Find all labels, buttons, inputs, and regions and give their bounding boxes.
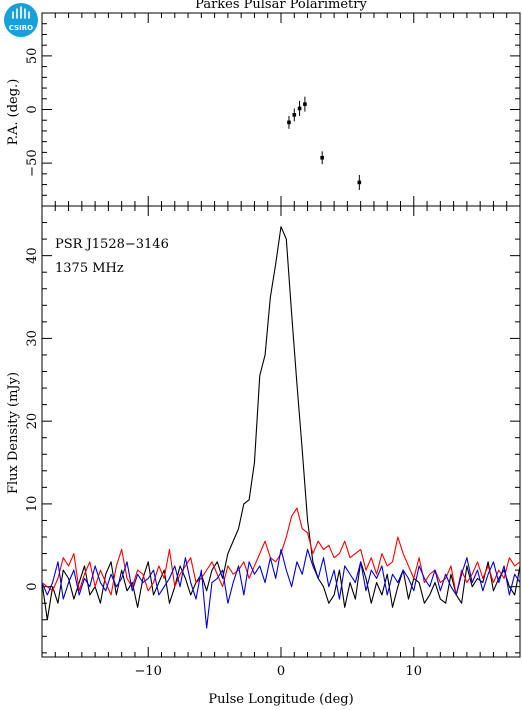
- total-intensity-line: [41, 226, 521, 621]
- y-tick-label: 20: [25, 413, 40, 430]
- csiro-logo: CSIRO: [4, 3, 38, 37]
- circular-polarization-line: [41, 548, 521, 629]
- pa-panel-frame: [41, 12, 521, 207]
- x-tick-label: 0: [277, 664, 285, 679]
- frequency-annotation: 1375 MHz: [55, 261, 124, 276]
- x-tick-label: 10: [406, 664, 423, 679]
- pa-marker: [357, 180, 362, 185]
- x-axis-label: Pulse Longitude (deg): [208, 692, 353, 707]
- pa-point: [357, 174, 362, 190]
- psr-name-annotation: PSR J1528−3146: [55, 237, 169, 252]
- y-tick-label: 10: [25, 496, 40, 513]
- pa-point: [303, 96, 307, 112]
- pa-marker: [297, 106, 302, 111]
- pa-point: [292, 108, 297, 122]
- linear-polarization-line: [41, 507, 521, 596]
- pa-marker: [292, 113, 297, 117]
- flux-axis-label: Flux Density (mJy): [6, 372, 21, 494]
- y-tick-label: 40: [25, 247, 40, 264]
- pa-plot: −50 0 50: [25, 12, 521, 207]
- pa-point: [297, 100, 302, 116]
- pa-marker: [320, 155, 324, 160]
- csiro-logo-text: CSIRO: [9, 24, 33, 32]
- y-tick-label: 0: [25, 583, 40, 591]
- pa-axis-label: P.A. (deg.): [6, 79, 21, 146]
- y-tick-label: 0: [25, 105, 40, 113]
- pa-marker: [303, 102, 307, 106]
- pa-point: [320, 151, 324, 165]
- chart-title: Parkes Pulsar Polarimetry: [195, 0, 367, 12]
- y-tick-label: 50: [25, 48, 40, 65]
- y-tick-label: −50: [25, 149, 40, 176]
- y-tick-label: 30: [25, 330, 40, 347]
- pa-marker: [287, 120, 291, 125]
- flux-plot: −10 0 10 0 10 20 30 40: [25, 205, 521, 679]
- pa-point: [287, 115, 291, 129]
- x-tick-label: −10: [135, 664, 162, 679]
